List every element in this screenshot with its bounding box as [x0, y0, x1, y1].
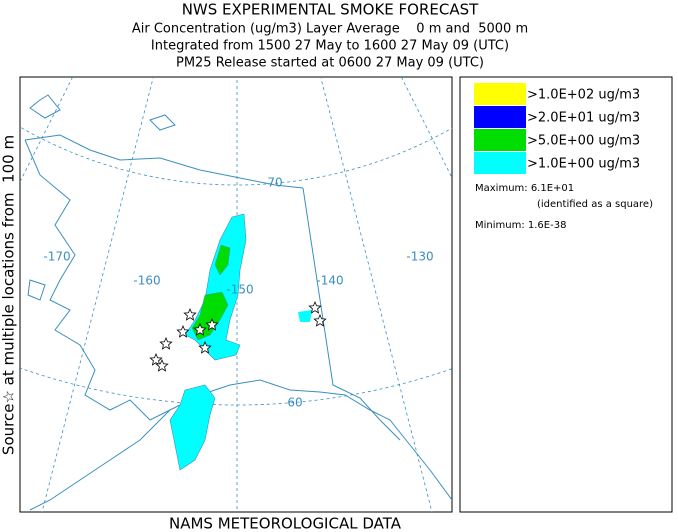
- footer: NAMS METEOROLOGICAL DATA: [169, 515, 402, 532]
- graticule-label: -150: [226, 283, 253, 297]
- graticule-label: -170: [43, 250, 70, 264]
- map-frame: [19, 76, 453, 513]
- source-markers: [149, 300, 327, 372]
- side-label: Source☆ at multiple locations from 100 m: [0, 135, 18, 455]
- legend-label: >1.0E+00 ug/m3: [527, 157, 640, 172]
- legend: >1.0E+02 ug/m3 >2.0E+01 ug/m3 >5.0E+00 ug/…: [474, 83, 640, 174]
- graticule: [20, 77, 452, 512]
- source-star: [176, 324, 190, 338]
- graticule-label: -130: [406, 250, 433, 264]
- legend-label: >2.0E+01 ug/m3: [527, 111, 640, 126]
- source-star: [155, 358, 169, 372]
- coastline: [24, 94, 452, 511]
- map: -170 -160 -150 -140 -130 70 60: [20, 77, 452, 512]
- graticule-label: 60: [287, 396, 302, 410]
- legend-swatch: [474, 83, 526, 105]
- maximum: Maximum: 6.1E+01: [475, 183, 574, 194]
- legend-label: >1.0E+02 ug/m3: [527, 88, 640, 103]
- source-star: [193, 322, 207, 336]
- legend-label: >5.0E+00 ug/m3: [527, 134, 640, 149]
- header-line: Air Concentration (ug/m3) Layer Average …: [132, 22, 528, 37]
- graticule-label: 70: [267, 176, 282, 190]
- source-star: [198, 340, 212, 354]
- legend-swatch: [474, 106, 526, 128]
- legend-swatch: [474, 152, 526, 174]
- source-star: [205, 317, 219, 331]
- header-line: PM25 Release started at 0600 27 May 09 (…: [176, 56, 484, 71]
- source-star: [183, 307, 197, 321]
- graticule-label: -140: [316, 274, 343, 288]
- source-star: [159, 336, 173, 350]
- header-line: Integrated from 1500 27 May to 1600 27 M…: [151, 39, 509, 54]
- minimum: Minimum: 1.6E-38: [475, 220, 566, 231]
- plume: [169, 213, 312, 471]
- graticule-label: -160: [133, 274, 160, 288]
- maximum-note: (identified as a square): [537, 199, 653, 210]
- legend-swatch: [474, 129, 526, 151]
- source-star: [313, 313, 327, 327]
- source-star: [308, 300, 322, 314]
- source-star: [149, 352, 163, 366]
- title: NWS EXPERIMENTAL SMOKE FORECAST: [182, 1, 479, 19]
- legend-frame: [459, 76, 673, 513]
